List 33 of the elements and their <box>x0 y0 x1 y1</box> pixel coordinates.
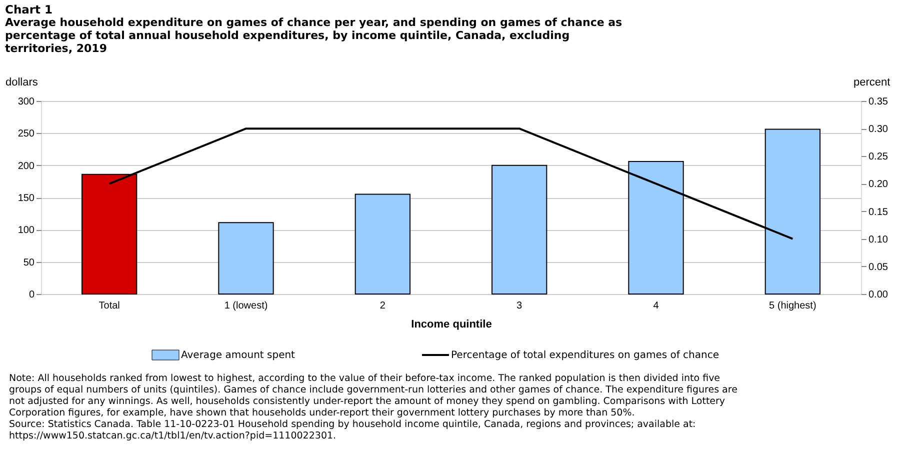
x-tick-label: 1 (lowest) <box>224 300 268 312</box>
text: Note: All households ranked from lowest to highest, according to the value of their before-tax income. The ranked population is then divided into five groups of equal numbers of units (quintiles). Games of chance include government-run lotteries and other games of chance. The expenditure figures are not adjusted for any winnings. As well, households consistently under-report the amount of money they spend on gambling. Comparisons with Lottery Corporation figures, for example, have shown that households under-report their government lottery purchases by more than 50%. <box>9 373 738 418</box>
y2-tick-label: 0.30 <box>868 124 888 136</box>
bar <box>492 164 548 294</box>
y-tick-label: 200 <box>18 160 35 172</box>
y-tick-label: 250 <box>18 128 35 140</box>
x-tick-label: 3 <box>516 300 523 312</box>
y2-tick-label: 0.25 <box>868 152 888 163</box>
x-tick-label: 4 <box>653 300 660 312</box>
bar <box>354 194 410 294</box>
y-tick-label: 150 <box>18 193 35 204</box>
y2-tick-label: 0.05 <box>868 262 888 273</box>
chart-title: Chart 1 <box>5 2 53 16</box>
y-tick-label: 0 <box>28 290 35 300</box>
y2-tick-label: 0.00 <box>868 290 888 300</box>
y-axis-title: dollars <box>6 76 38 88</box>
chart-subtitle: Average household expenditure on games of chance per year, and spending on games of chance as percentage of total annual household expenditures, by income quintile, Canada, excluding territories, 2019 <box>5 16 623 55</box>
y2-axis-title: percent <box>854 76 890 88</box>
y2-tick-label: 0.15 <box>868 206 888 218</box>
y-tick-label: 50 <box>23 257 35 268</box>
bar <box>218 222 274 294</box>
legend-label: Average amount spent <box>181 350 296 361</box>
source-note: Source: Statistics Canada. Table 11-10-0223-01 Household spending by household income quintile, Canada, regions and provinces; available at: https://www150.statcan.gc.ca/t1/tbl1/en/tv.action?pid=1110022301. <box>9 419 696 442</box>
y2-tick-label: 0.35 <box>868 96 888 108</box>
y2-tick-label: 0.20 <box>868 179 888 190</box>
x-tick-label: 2 <box>380 300 386 312</box>
x-tick-label: 5 (highest) <box>769 300 816 312</box>
y-tick-label: 100 <box>18 225 35 236</box>
y2-tick-label: 0.10 <box>868 234 888 246</box>
legend-label: Percentage of total expenditures on games of chance <box>451 350 720 361</box>
y-tick-label: 300 <box>18 96 35 108</box>
x-axis-title: Income quintile <box>411 318 492 330</box>
x-tick-label: Total <box>98 300 120 312</box>
